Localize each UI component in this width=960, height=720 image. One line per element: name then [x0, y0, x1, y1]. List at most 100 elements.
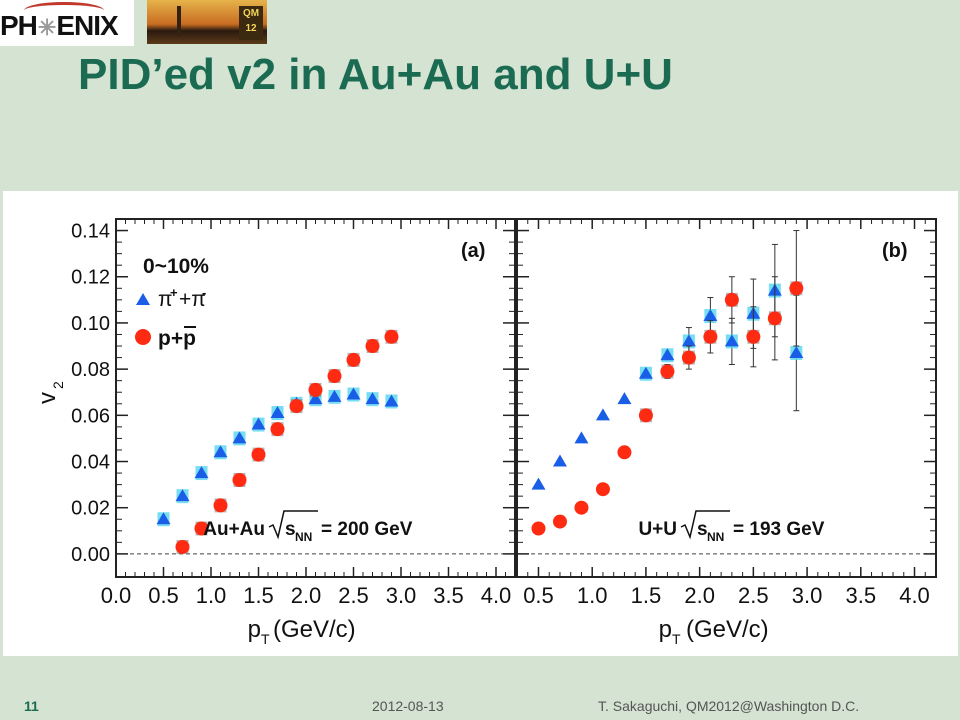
pion-point: [308, 392, 323, 405]
proton-point: [346, 352, 361, 367]
x-tick-label: 4.0: [899, 583, 930, 608]
proton-point: [384, 329, 399, 344]
proton-point: [327, 369, 342, 384]
proton-point: [251, 447, 266, 462]
y-axis-title: v2: [34, 381, 66, 404]
system-label-a: Au+Au: [203, 519, 265, 540]
energy-label-b: = 193 GeV: [733, 519, 825, 540]
proton-point: [789, 281, 804, 296]
x-tick-label: 4.0: [481, 583, 512, 608]
x-tick-label: 2.0: [291, 583, 322, 608]
pion-point: [724, 334, 739, 347]
pion-point: [327, 389, 342, 402]
pion-point: [595, 408, 610, 421]
panel-label-b: (b): [882, 240, 908, 262]
proton-point: [175, 539, 190, 554]
proton-point: [681, 350, 696, 365]
monument-silhouette: [177, 6, 181, 36]
proton-point: [595, 482, 610, 497]
proton-point: [746, 329, 761, 344]
x-axis-title-sub: T: [672, 631, 681, 647]
y-tick-label: 0.14: [71, 221, 110, 243]
legend-pion-sup-minus: -: [202, 285, 206, 300]
legend-pion-label-b: +π: [179, 288, 206, 311]
x-tick-label: 1.5: [243, 583, 274, 608]
proton-point: [617, 445, 632, 460]
pion-point: [660, 348, 675, 361]
x-axis-title-p: p: [248, 616, 261, 643]
proton-point: [289, 399, 304, 414]
pion-point: [251, 417, 266, 430]
x-tick-label: 3.0: [386, 583, 417, 608]
badge-line2: 12: [245, 23, 257, 34]
logo-text-b: ENIX: [56, 10, 118, 41]
proton-point: [213, 498, 228, 513]
x-tick-label: 3.5: [433, 583, 464, 608]
sqrt-subscript-nn: NN: [707, 530, 724, 544]
pion-point: [175, 489, 190, 502]
slide-number: 11: [24, 698, 39, 714]
sqrt-icon: [680, 510, 730, 540]
pion-point: [574, 431, 589, 444]
badge-line1: QM: [242, 8, 260, 19]
legend-proton-label: p+p: [158, 327, 196, 350]
x-tick-label: 0.0: [101, 583, 132, 608]
starburst-icon: ✳: [37, 15, 56, 40]
y-tick-label: 0.12: [71, 267, 110, 289]
logo-text: PH✳ENIX: [0, 10, 119, 42]
proton-point: [638, 408, 653, 423]
system-label-b: U+U: [638, 519, 677, 540]
y-tick-label: 0.06: [71, 405, 110, 427]
x-tick-label: 3.5: [845, 583, 876, 608]
legend-pion-marker: [136, 293, 150, 305]
panel-frame-b: [516, 218, 937, 578]
y-axis-title-v: v: [34, 392, 61, 404]
pion-point: [617, 392, 632, 405]
pion-point: [703, 309, 718, 322]
proton-point: [703, 329, 718, 344]
sqrt-s-symbol: s: [697, 519, 708, 540]
footer-date: 2012-08-13: [372, 698, 444, 714]
y-tick-label: 0.08: [71, 359, 110, 381]
x-axis-title-p: p: [659, 616, 672, 643]
x-axis-title-sub: T: [261, 631, 270, 647]
y-tick-label: 0.04: [71, 452, 110, 474]
pion-point: [156, 512, 171, 525]
x-tick-label: 3.0: [792, 583, 823, 608]
y-tick-label: 0.10: [71, 313, 110, 335]
logo-swoosh: [24, 2, 104, 19]
conference-photo: QM 12: [147, 0, 267, 44]
x-axis-title-unit: (GeV/c): [273, 616, 356, 643]
x-axis-title-unit: (GeV/c): [686, 616, 769, 643]
proton-point: [531, 521, 546, 536]
sqrt-subscript-nn: NN: [295, 530, 312, 544]
pion-point: [270, 406, 285, 419]
pion-point: [638, 366, 653, 379]
proton-point: [194, 521, 209, 536]
proton-point: [767, 311, 782, 326]
footer-author: T. Sakaguchi, QM2012@Washington D.C.: [598, 698, 860, 714]
x-tick-label: 0.5: [148, 583, 179, 608]
legend-centrality: 0~10%: [143, 255, 209, 278]
legend-proton-marker: [135, 329, 151, 345]
logo-text-a: PH: [0, 10, 38, 41]
y-axis-title-sub: 2: [50, 381, 66, 389]
panel-label-a: (a): [461, 240, 485, 262]
x-tick-label: 0.5: [523, 583, 554, 608]
x-tick-label: 1.0: [577, 583, 608, 608]
pion-point: [552, 454, 567, 467]
pion-point: [346, 387, 361, 400]
y-tick-label: 0.00: [71, 544, 110, 566]
sqrt-icon: [268, 510, 318, 540]
proton-point: [365, 339, 380, 354]
x-tick-label: 2.5: [738, 583, 769, 608]
proton-point: [660, 364, 675, 379]
legend-pion-label-a: π: [158, 288, 173, 311]
pion-point: [232, 431, 247, 444]
x-tick-label: 2.0: [684, 583, 715, 608]
v2-chart: 0.0 0.5 1.0 1.5 2.0 2.5 3.0 3.5 4.0 0.00 0.02 0.04 0…: [34, 218, 937, 647]
pion-point: [194, 466, 209, 479]
pion-point: [384, 394, 399, 407]
pion-point: [531, 477, 546, 490]
proton-point: [724, 292, 739, 307]
